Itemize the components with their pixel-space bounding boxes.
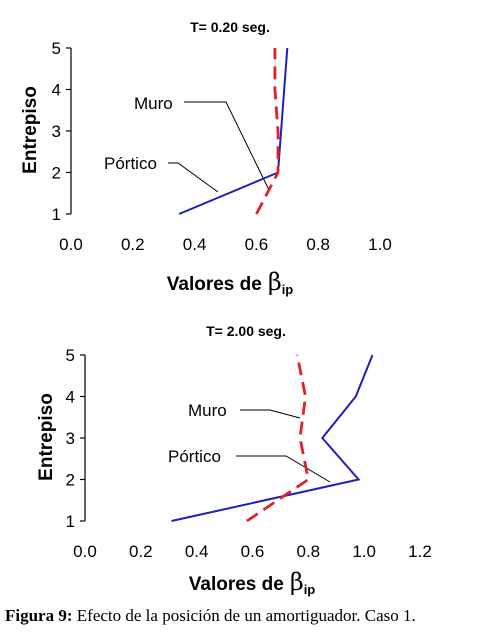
x-axis-label-symbol: β [268, 268, 282, 296]
x-tick-label: 0.6 [245, 235, 269, 254]
series-line-portico [255, 48, 280, 215]
chart-title: T= 0.20 seg. [190, 19, 270, 35]
annotation-portico: Pórtico [168, 447, 221, 466]
y-tick-label: 5 [66, 346, 75, 365]
x-tick-label: 0.4 [183, 235, 207, 254]
series-line-portico [246, 354, 310, 523]
series-line-muro [178, 47, 289, 215]
x-tick-label: 0.2 [129, 542, 153, 561]
x-axis-label-subscript: ip [304, 582, 316, 597]
series-line-muro [171, 354, 374, 522]
y-tick-label: 5 [52, 39, 61, 58]
x-tick-label: 0.8 [297, 542, 321, 561]
caption-text: Efecto de la posición de un amortiguador… [72, 606, 416, 625]
figure-caption: Figura 9: Efecto de la posición de un am… [5, 606, 485, 626]
chart-title: T= 2.00 seg. [206, 323, 286, 339]
y-tick-label: 2 [52, 164, 61, 183]
y-tick-label: 3 [66, 429, 75, 448]
x-axis-label-symbol: β [290, 568, 304, 596]
x-tick-label: 1.2 [408, 542, 432, 561]
x-tick-label: 1.0 [368, 235, 392, 254]
y-tick-label: 4 [66, 388, 75, 407]
y-tick-label: 2 [66, 471, 75, 490]
x-tick-label: 0.4 [185, 542, 209, 561]
annotation-portico: Pórtico [104, 154, 157, 173]
x-tick-label: 1.0 [352, 542, 376, 561]
annotation-portico-leader [168, 162, 219, 193]
annotation-muro-leader [184, 101, 270, 191]
y-tick-label: 4 [52, 81, 61, 100]
annotation-portico-leader [236, 455, 331, 483]
x-tick-label: 0.0 [73, 542, 97, 561]
annotation-muro: Muro [134, 94, 173, 113]
chart-t020: T= 0.20 seg. Entrepiso Valores de βip Mur… [20, 19, 392, 297]
annotation-muro-leader [240, 409, 301, 419]
x-axis-label-text: Valores de [189, 574, 284, 595]
x-axis-label-text: Valores de [167, 274, 262, 295]
caption-label: Figura 9: [5, 606, 73, 625]
figure-canvas: T= 0.20 seg. Entrepiso Valores de βip Mur… [20, 19, 432, 597]
x-tick-label: 0.8 [306, 235, 330, 254]
y-tick-label: 1 [66, 512, 75, 531]
y-axis-label: Entrepiso [20, 86, 41, 174]
y-tick-label: 3 [52, 122, 61, 141]
x-axis-label: Valores de βip [189, 568, 316, 597]
x-tick-label: 0.2 [121, 235, 145, 254]
x-axis-label: Valores de βip [167, 268, 294, 297]
x-axis-label-subscript: ip [282, 282, 294, 297]
y-tick-label: 1 [52, 205, 61, 224]
chart-t200: T= 2.00 seg. Entrepiso Valores de βip Mur… [36, 323, 432, 597]
x-tick-label: 0.0 [59, 235, 83, 254]
x-tick-label: 0.6 [241, 542, 265, 561]
annotation-muro: Muro [188, 401, 227, 420]
y-axis-label: Entrepiso [36, 393, 57, 481]
